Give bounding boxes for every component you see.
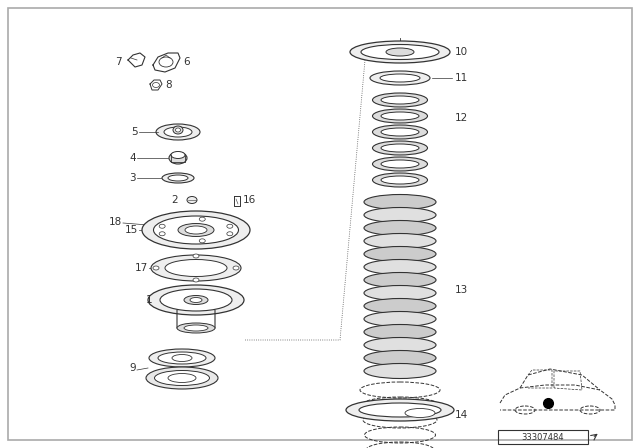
Text: 8: 8 [165, 80, 172, 90]
Text: 3: 3 [129, 173, 136, 183]
Ellipse shape [154, 370, 209, 385]
Ellipse shape [381, 112, 419, 120]
Ellipse shape [149, 349, 215, 367]
Ellipse shape [165, 259, 227, 276]
Ellipse shape [350, 41, 450, 63]
Ellipse shape [364, 220, 436, 236]
Ellipse shape [381, 160, 419, 168]
Ellipse shape [184, 325, 208, 331]
Ellipse shape [364, 259, 436, 275]
Text: 18: 18 [109, 217, 122, 227]
Text: 13: 13 [455, 285, 468, 295]
Ellipse shape [156, 124, 200, 140]
Bar [498, 430, 588, 444]
Ellipse shape [159, 224, 165, 228]
Ellipse shape [148, 285, 244, 315]
Ellipse shape [146, 367, 218, 389]
Ellipse shape [364, 194, 436, 210]
Ellipse shape [364, 324, 436, 340]
Ellipse shape [227, 232, 233, 236]
Ellipse shape [359, 403, 441, 417]
Ellipse shape [154, 216, 239, 244]
Ellipse shape [162, 173, 194, 183]
Ellipse shape [364, 272, 436, 288]
Ellipse shape [372, 93, 428, 107]
Ellipse shape [185, 226, 207, 234]
Ellipse shape [177, 323, 215, 333]
Ellipse shape [184, 296, 208, 305]
Text: 17: 17 [135, 263, 148, 273]
Ellipse shape [159, 232, 165, 236]
Ellipse shape [175, 128, 180, 132]
Ellipse shape [381, 96, 419, 104]
Ellipse shape [160, 289, 232, 311]
Ellipse shape [372, 141, 428, 155]
Ellipse shape [364, 363, 436, 379]
Ellipse shape [386, 48, 414, 56]
Text: 9: 9 [129, 363, 136, 373]
Ellipse shape [364, 311, 436, 327]
Ellipse shape [178, 224, 214, 237]
Text: 15: 15 [125, 225, 138, 235]
Text: 33307484: 33307484 [522, 432, 564, 441]
Ellipse shape [190, 297, 202, 302]
Ellipse shape [142, 211, 250, 249]
Text: 11: 11 [455, 73, 468, 83]
Text: 16: 16 [243, 195, 256, 205]
Ellipse shape [199, 239, 205, 243]
Ellipse shape [193, 278, 199, 282]
Ellipse shape [199, 217, 205, 221]
Ellipse shape [171, 151, 185, 159]
Ellipse shape [364, 207, 436, 223]
Text: 2: 2 [172, 195, 178, 205]
Text: 5: 5 [131, 127, 138, 137]
Ellipse shape [153, 266, 159, 270]
Ellipse shape [364, 337, 436, 353]
Ellipse shape [381, 176, 419, 184]
Text: 4: 4 [129, 153, 136, 163]
Ellipse shape [372, 125, 428, 139]
Ellipse shape [361, 44, 439, 60]
Ellipse shape [381, 144, 419, 152]
Ellipse shape [173, 126, 183, 134]
Ellipse shape [172, 354, 192, 362]
Ellipse shape [381, 128, 419, 136]
Text: 14: 14 [455, 410, 468, 420]
Ellipse shape [364, 285, 436, 301]
Ellipse shape [233, 266, 239, 270]
Ellipse shape [372, 109, 428, 123]
Text: 6: 6 [183, 57, 189, 67]
Ellipse shape [364, 233, 436, 249]
Ellipse shape [169, 152, 187, 164]
Ellipse shape [370, 71, 430, 85]
Text: 12: 12 [455, 113, 468, 123]
Ellipse shape [168, 374, 196, 383]
Text: 1: 1 [145, 295, 152, 305]
Ellipse shape [164, 127, 192, 137]
Ellipse shape [187, 197, 197, 203]
Ellipse shape [372, 173, 428, 187]
Text: 10: 10 [455, 47, 468, 57]
Ellipse shape [168, 175, 188, 181]
Ellipse shape [364, 298, 436, 314]
Ellipse shape [227, 224, 233, 228]
Ellipse shape [158, 352, 206, 364]
Text: 7: 7 [115, 57, 122, 67]
Ellipse shape [372, 157, 428, 171]
Ellipse shape [346, 399, 454, 421]
Ellipse shape [380, 74, 420, 82]
Ellipse shape [364, 246, 436, 262]
Ellipse shape [364, 350, 436, 366]
Ellipse shape [405, 409, 435, 418]
Ellipse shape [151, 255, 241, 281]
Ellipse shape [193, 254, 199, 258]
